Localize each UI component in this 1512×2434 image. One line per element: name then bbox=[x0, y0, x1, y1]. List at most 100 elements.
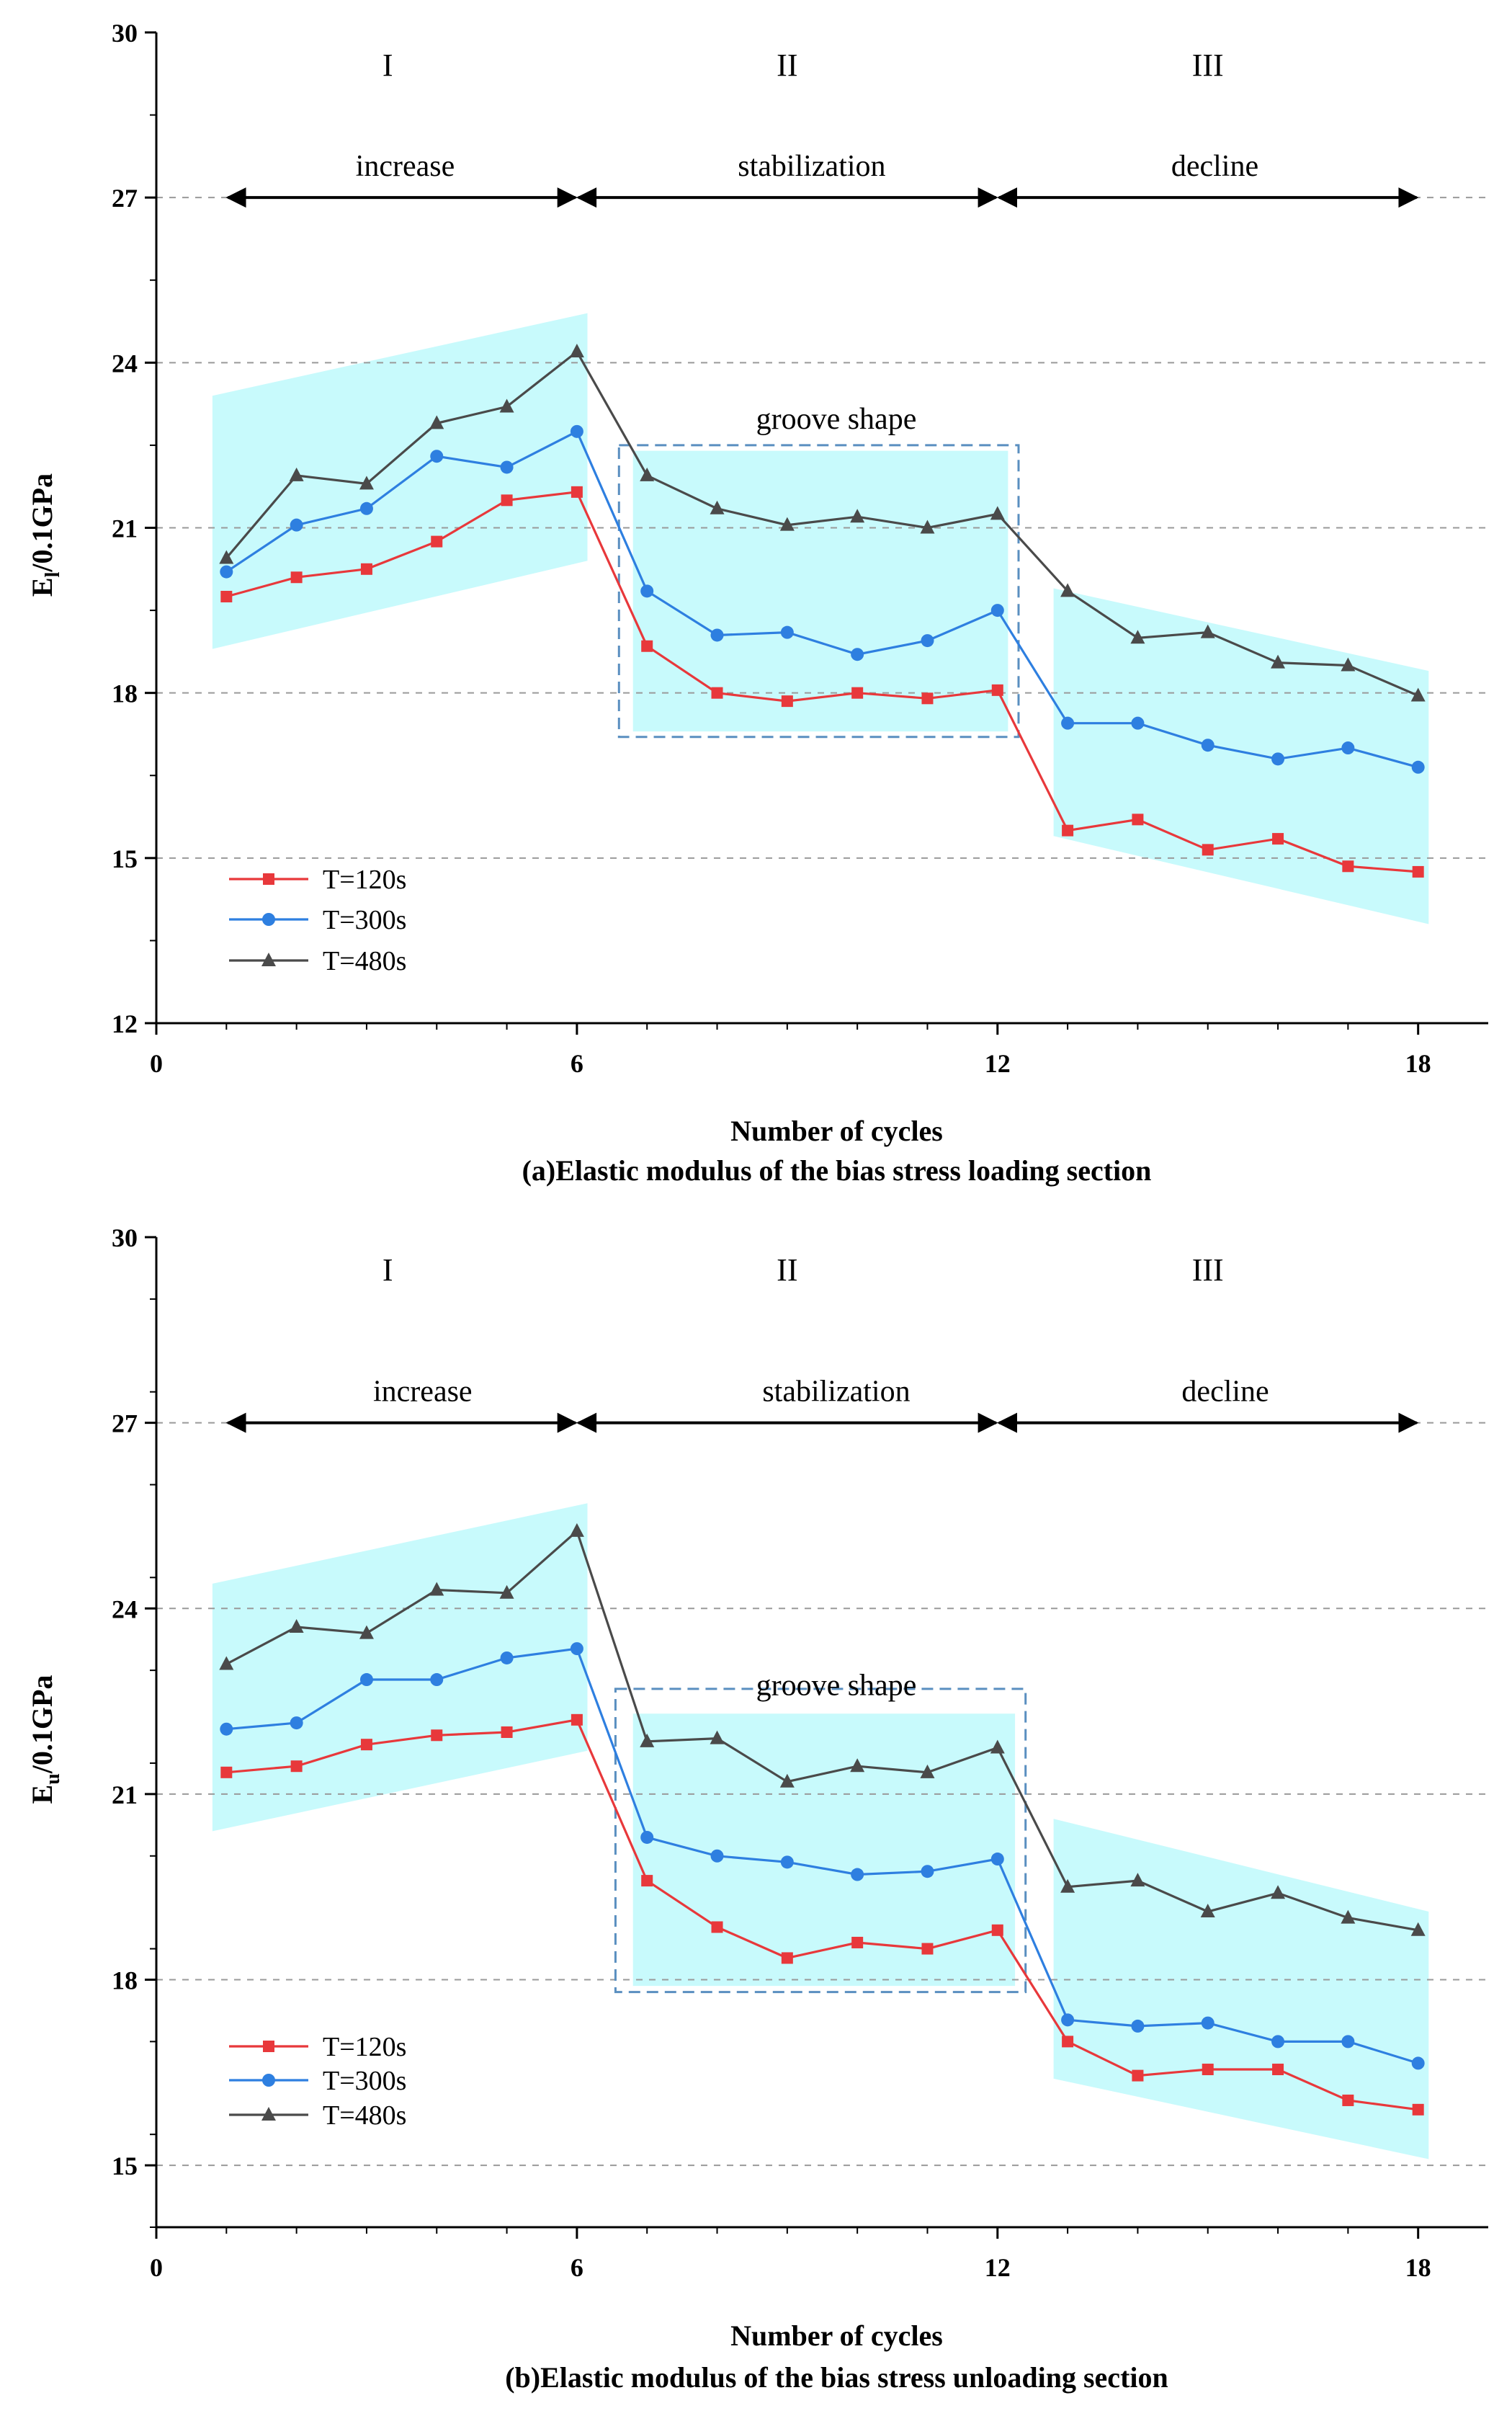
data-point bbox=[1411, 760, 1425, 774]
data-point bbox=[499, 1584, 514, 1599]
series-T120 bbox=[220, 1713, 1424, 2116]
data-point bbox=[429, 1582, 444, 1596]
x-axis-title: Number of cycles bbox=[730, 2319, 943, 2352]
trend-band bbox=[212, 1503, 588, 1832]
data-point bbox=[571, 486, 583, 498]
trend-band bbox=[212, 313, 588, 649]
data-point bbox=[571, 1713, 583, 1726]
x-tick-label: 18 bbox=[1405, 2253, 1431, 2282]
data-point bbox=[1200, 624, 1215, 638]
phase-roman: I bbox=[383, 48, 393, 83]
data-point bbox=[1341, 741, 1355, 755]
data-point bbox=[500, 460, 514, 474]
data-point bbox=[781, 695, 793, 708]
legend-label: T=300s bbox=[323, 2066, 406, 2096]
phase-word: increase bbox=[356, 150, 455, 183]
y-tick-label: 12 bbox=[112, 1009, 138, 1038]
data-point bbox=[1271, 1885, 1286, 1899]
data-point bbox=[429, 415, 444, 429]
data-point bbox=[501, 1726, 513, 1738]
x-tick-label: 6 bbox=[571, 1049, 583, 1078]
phase-roman: III bbox=[1192, 1252, 1224, 1288]
data-point bbox=[220, 1766, 233, 1778]
data-point bbox=[1061, 716, 1075, 730]
x-tick-label: 0 bbox=[150, 1049, 163, 1078]
data-point bbox=[921, 1943, 934, 1955]
phase-roman: II bbox=[777, 1252, 797, 1288]
series-T300 bbox=[220, 1642, 1425, 2070]
y-tick-label: 24 bbox=[112, 1595, 138, 1623]
data-point bbox=[710, 1849, 724, 1863]
data-point bbox=[569, 344, 584, 358]
x-tick-label: 18 bbox=[1405, 1049, 1431, 1078]
data-point bbox=[920, 1764, 935, 1778]
series-line bbox=[226, 1647, 1419, 2064]
data-point bbox=[850, 1758, 865, 1773]
phase-roman: I bbox=[383, 1252, 393, 1288]
series-T120 bbox=[220, 486, 1424, 878]
data-point bbox=[1342, 860, 1354, 873]
data-point bbox=[1410, 1922, 1426, 1936]
data-point bbox=[921, 692, 934, 705]
data-point bbox=[290, 1760, 303, 1773]
data-point bbox=[220, 565, 233, 579]
data-point bbox=[431, 1729, 443, 1742]
y-tick-label: 27 bbox=[112, 184, 138, 213]
data-point bbox=[1412, 865, 1424, 878]
chart-caption: (b)Elastic modulus of the bias stress un… bbox=[505, 2361, 1168, 2394]
data-point bbox=[710, 1730, 725, 1744]
legend-marker bbox=[263, 873, 274, 885]
data-point bbox=[430, 450, 444, 463]
data-point bbox=[1271, 2035, 1285, 2049]
data-point bbox=[640, 1830, 654, 1844]
y-axis-title-sub: l bbox=[42, 571, 64, 577]
data-point bbox=[1062, 2036, 1074, 2048]
data-point bbox=[640, 1733, 655, 1747]
data-point bbox=[1201, 2016, 1214, 2030]
data-point bbox=[640, 467, 655, 481]
data-point bbox=[921, 634, 934, 648]
data-point bbox=[500, 1651, 514, 1664]
data-point bbox=[1062, 824, 1074, 837]
data-point bbox=[1341, 657, 1356, 672]
data-point bbox=[1131, 2019, 1145, 2033]
data-point bbox=[1060, 583, 1075, 597]
legend-marker bbox=[263, 2041, 274, 2052]
x-tick-label: 12 bbox=[985, 2253, 1011, 2282]
data-point bbox=[359, 476, 374, 490]
x-tick-label: 6 bbox=[571, 2253, 583, 2282]
data-point bbox=[1200, 1904, 1215, 1918]
data-point bbox=[640, 584, 654, 598]
phase-word: stabilization bbox=[762, 1376, 910, 1409]
data-point bbox=[360, 1739, 372, 1751]
data-point bbox=[1271, 752, 1285, 766]
data-point bbox=[570, 424, 583, 438]
data-point bbox=[991, 684, 1003, 696]
data-point bbox=[360, 563, 372, 575]
y-axis-title: El/0.1GPa bbox=[26, 473, 64, 597]
data-point bbox=[359, 501, 373, 515]
groove-label: groove shape bbox=[756, 1669, 917, 1702]
data-point bbox=[641, 1875, 653, 1887]
data-point bbox=[220, 590, 233, 602]
data-point bbox=[921, 1865, 934, 1878]
data-point bbox=[1061, 2013, 1075, 2027]
legend-label: T=480s bbox=[323, 946, 406, 976]
groove-label: groove shape bbox=[756, 403, 917, 436]
y-tick-label: 18 bbox=[112, 1966, 138, 1995]
trend-band bbox=[632, 1713, 1016, 1987]
series-T300 bbox=[220, 424, 1425, 774]
series-T480 bbox=[219, 1523, 1426, 1936]
data-point bbox=[289, 1619, 304, 1633]
data-point bbox=[359, 1625, 374, 1639]
series-line bbox=[225, 491, 1418, 873]
legend-label: T=480s bbox=[323, 2100, 406, 2131]
data-point bbox=[1202, 2064, 1214, 2076]
groove-box bbox=[614, 1688, 1027, 1994]
data-point bbox=[501, 494, 513, 507]
data-point bbox=[1342, 2094, 1354, 2106]
y-tick-label: 18 bbox=[112, 679, 138, 708]
data-point bbox=[780, 625, 794, 639]
y-axis-title-main: E bbox=[26, 1785, 58, 1804]
